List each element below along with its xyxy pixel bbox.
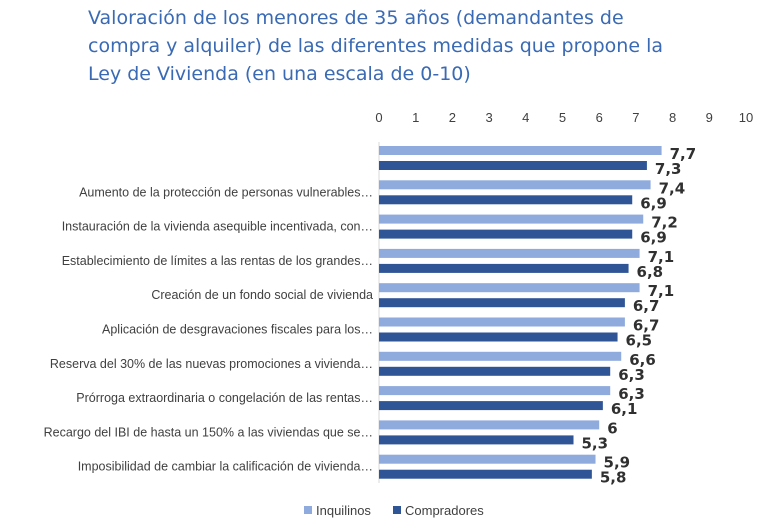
bar-compradores [379,332,618,342]
chart-title-line-3: Ley de Vivienda (en una escala de 0-10) [88,63,471,85]
bar-compradores [379,366,611,376]
bar-compradores [379,435,574,445]
category-label: Aumento de la protección de personas vul… [79,185,373,199]
legend: Inquilinos Compradores [304,503,484,518]
x-tick-label: 0 [375,110,382,125]
bar-inquilinos [379,180,651,190]
category-label: Imposibilidad de cambiar la calificación… [78,460,373,474]
legend-swatch-compradores [393,506,401,514]
data-label-compradores: 6,1 [611,400,638,418]
x-tick-label: 7 [632,110,639,125]
category-label: Establecimiento de límites a las rentas … [62,254,373,268]
data-label-inquilinos: 7,7 [670,145,697,163]
x-tick-label: 3 [485,110,492,125]
bar-compradores [379,263,629,273]
data-label-compradores: 5,3 [582,434,609,452]
x-tick-label: 4 [522,110,529,125]
bar-inquilinos [379,248,640,258]
data-label-inquilinos: 7,1 [648,248,675,266]
bar-inquilinos [379,351,622,361]
x-tick-label: 5 [559,110,566,125]
category-labels: Aumento de la protección de personas vul… [44,185,373,473]
legend-label-inquilinos: Inquilinos [316,503,371,518]
x-tick-label: 9 [706,110,713,125]
data-label-inquilinos: 6 [607,419,617,437]
data-label-compradores: 6,8 [637,263,664,281]
data-label-compradores: 5,8 [600,469,627,487]
data-label-compradores: 6,9 [640,194,667,212]
bars [379,146,662,479]
x-tick-label: 6 [596,110,603,125]
category-label: Recargo del IBI de hasta un 150% a las v… [44,425,373,439]
data-label-compradores: 7,3 [655,160,682,178]
bar-inquilinos [379,214,644,224]
chart-title-line-2: compra y alquiler) de las diferentes med… [88,35,663,57]
data-label-inquilinos: 6,3 [618,385,645,403]
category-label: Reserva del 30% de las nuevas promocione… [50,357,373,371]
bar-inquilinos [379,386,611,396]
x-axis-ticks: 0 1 2 3 4 5 6 7 8 9 10 [375,110,753,125]
x-tick-label: 8 [669,110,676,125]
data-label-compradores: 6,5 [626,332,653,350]
data-label-inquilinos: 7,4 [659,179,686,197]
bar-compradores [379,401,603,411]
bar-compradores [379,229,633,239]
x-tick-label: 2 [449,110,456,125]
category-label: Instauración de la vivienda asequible in… [62,220,373,234]
bar-inquilinos [379,146,662,155]
bar-compradores [379,161,647,170]
bar-compradores [379,298,625,308]
bar-inquilinos [379,317,625,327]
data-label-compradores: 6,7 [633,297,660,315]
data-label-inquilinos: 6,6 [629,351,656,369]
legend-label-compradores: Compradores [405,503,484,518]
bar-inquilinos [379,283,640,293]
bar-inquilinos [379,420,600,430]
bar-compradores [379,195,633,205]
data-label-inquilinos: 5,9 [604,454,631,472]
data-label-compradores: 6,9 [640,229,667,247]
category-label: Prórroga extraordinaria o congelación de… [76,391,373,405]
category-label: Creación de un fondo social de vivienda [151,288,373,302]
bar-compradores [379,469,592,479]
data-label-inquilinos: 7,1 [648,282,675,300]
x-tick-label: 1 [412,110,419,125]
chart-title-line-1: Valoración de los menores de 35 años (de… [88,7,624,29]
legend-swatch-inquilinos [304,506,312,514]
chart-title: Valoración de los menores de 35 años (de… [88,7,663,85]
data-labels: 7,77,37,46,97,26,97,16,87,16,76,76,56,66… [582,145,697,487]
category-label: Aplicación de desgravaciones fiscales pa… [102,323,373,337]
x-tick-label: 10 [739,110,753,125]
bar-inquilinos [379,454,596,464]
data-label-compradores: 6,3 [618,366,645,384]
data-label-inquilinos: 6,7 [633,317,660,335]
data-label-inquilinos: 7,2 [651,214,678,232]
